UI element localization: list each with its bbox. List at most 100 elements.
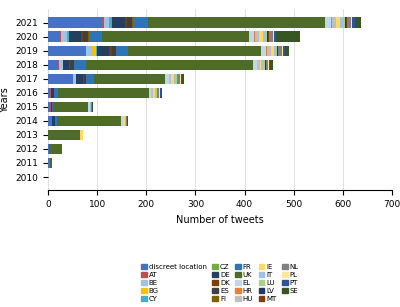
Bar xyxy=(176,74,177,84)
Bar xyxy=(133,17,148,28)
Bar xyxy=(345,17,346,28)
Bar xyxy=(59,60,63,70)
Bar xyxy=(266,45,267,56)
X-axis label: Number of tweets: Number of tweets xyxy=(176,215,264,225)
Bar xyxy=(274,32,276,42)
Bar xyxy=(344,17,345,28)
Bar xyxy=(340,17,344,28)
Legend: discreet location, AT, BE, BG, CY, CZ, DE, DK, ES, FI, FR, UK, EL, HR, HU, IE, I: discreet location, AT, BE, BG, CY, CZ, D… xyxy=(140,262,300,304)
Bar xyxy=(125,116,126,126)
Bar xyxy=(83,74,84,84)
Bar xyxy=(276,45,277,56)
Bar xyxy=(83,32,88,42)
Bar xyxy=(126,116,127,126)
Bar xyxy=(88,102,89,112)
Bar xyxy=(49,144,50,154)
Bar xyxy=(270,60,272,70)
Bar xyxy=(96,45,97,56)
Bar xyxy=(283,45,285,56)
Bar xyxy=(255,32,259,42)
Bar xyxy=(72,74,73,84)
Bar xyxy=(63,60,69,70)
Bar xyxy=(351,17,352,28)
Bar xyxy=(165,74,169,84)
Bar xyxy=(158,88,160,98)
Bar xyxy=(268,32,269,42)
Bar xyxy=(112,45,116,56)
Bar xyxy=(174,74,176,84)
Bar xyxy=(278,45,282,56)
Bar xyxy=(86,60,254,70)
Bar xyxy=(352,17,355,28)
Bar xyxy=(125,17,127,28)
Bar xyxy=(128,45,261,56)
Bar xyxy=(336,17,340,28)
Bar xyxy=(84,74,86,84)
Bar xyxy=(52,102,54,112)
Bar xyxy=(102,32,249,42)
Bar xyxy=(85,45,86,56)
Bar xyxy=(50,144,62,154)
Bar xyxy=(148,17,325,28)
Bar xyxy=(55,116,57,126)
Bar xyxy=(111,17,112,28)
Bar xyxy=(182,74,184,84)
Bar xyxy=(266,32,267,42)
Y-axis label: Years: Years xyxy=(0,87,10,113)
Bar xyxy=(97,45,110,56)
Bar xyxy=(132,17,133,28)
Bar xyxy=(76,74,83,84)
Bar xyxy=(48,60,58,70)
Bar xyxy=(48,17,102,28)
Bar xyxy=(271,45,274,56)
Bar xyxy=(60,32,61,42)
Bar xyxy=(274,45,276,56)
Bar xyxy=(51,102,52,112)
Bar xyxy=(74,60,86,70)
Bar xyxy=(110,45,112,56)
Bar xyxy=(48,88,50,98)
Bar xyxy=(69,32,81,42)
Bar xyxy=(177,74,180,84)
Bar xyxy=(151,88,153,98)
Bar xyxy=(254,32,255,42)
Bar xyxy=(58,60,59,70)
Bar xyxy=(91,102,92,112)
Bar xyxy=(50,102,51,112)
Bar xyxy=(89,32,102,42)
Bar xyxy=(332,17,336,28)
Bar xyxy=(277,45,278,56)
Bar xyxy=(269,60,270,70)
Bar xyxy=(48,45,85,56)
Bar xyxy=(261,60,264,70)
Bar xyxy=(48,116,52,126)
Bar xyxy=(89,102,90,112)
Bar xyxy=(48,130,80,140)
Bar xyxy=(52,88,54,98)
Bar xyxy=(265,60,266,70)
Bar xyxy=(169,74,171,84)
Bar xyxy=(181,74,182,84)
Bar xyxy=(285,45,289,56)
Bar xyxy=(346,17,347,28)
Bar xyxy=(48,74,72,84)
Bar xyxy=(73,74,76,84)
Bar xyxy=(127,17,132,28)
Bar xyxy=(171,74,174,84)
Bar xyxy=(110,17,111,28)
Bar xyxy=(264,60,265,70)
Bar xyxy=(121,116,124,126)
Bar xyxy=(153,88,155,98)
Bar xyxy=(257,60,260,70)
Bar xyxy=(92,102,93,112)
Bar xyxy=(260,60,261,70)
Bar xyxy=(48,144,49,154)
Bar xyxy=(48,158,50,168)
Bar xyxy=(249,32,254,42)
Bar xyxy=(90,102,91,112)
Bar xyxy=(276,32,300,42)
Bar xyxy=(266,60,268,70)
Bar xyxy=(54,102,88,112)
Bar xyxy=(149,88,151,98)
Bar xyxy=(347,17,351,28)
